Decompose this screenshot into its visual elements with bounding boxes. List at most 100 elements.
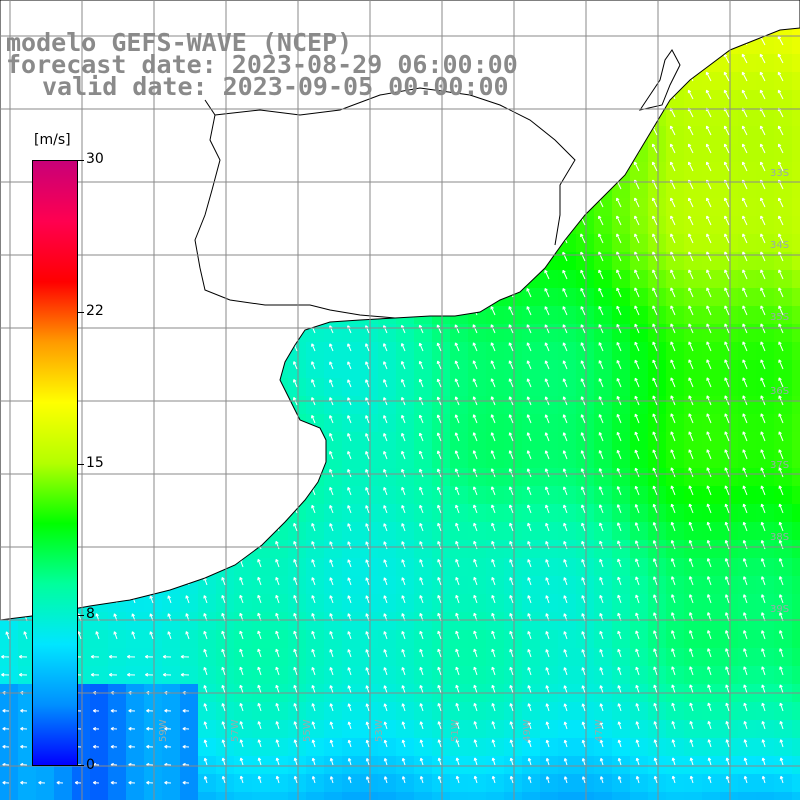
wind-arrow — [778, 503, 784, 514]
wind-arrow — [293, 684, 298, 694]
colorbar-tick-0: 0 — [86, 757, 95, 773]
wind-arrow — [275, 684, 280, 694]
wind-arrow — [491, 558, 496, 568]
wind-arrow — [688, 287, 694, 298]
wind-arrow — [329, 343, 334, 352]
wind-arrow — [509, 703, 514, 712]
wind-arrow — [292, 379, 298, 388]
wind-arrow — [563, 504, 568, 514]
wind-arrow — [90, 672, 100, 677]
wind-cell — [774, 792, 792, 800]
wind-arrow — [162, 654, 172, 659]
wind-cell — [792, 216, 800, 234]
wind-arrow — [669, 125, 676, 136]
wind-arrow — [581, 559, 586, 568]
wind-arrow — [689, 702, 694, 712]
wind-arrow — [760, 540, 766, 550]
wind-arrow — [706, 467, 712, 478]
wind-cell — [648, 792, 666, 800]
wind-arrow — [742, 251, 748, 262]
wind-arrow — [707, 757, 712, 766]
wind-arrow — [670, 215, 676, 226]
wind-arrow — [778, 449, 784, 460]
wind-arrow — [707, 666, 712, 676]
wind-arrow — [455, 648, 460, 658]
wind-cell — [792, 594, 800, 612]
wind-arrow — [400, 379, 406, 388]
wind-arrow — [329, 559, 334, 568]
wind-arrow — [329, 577, 334, 586]
wind-arrow — [581, 739, 586, 748]
wind-cell — [792, 666, 800, 684]
wind-arrow — [347, 595, 352, 604]
wind-arrow — [95, 631, 100, 640]
wind-arrow — [221, 775, 226, 784]
wind-arrow — [545, 721, 550, 730]
wind-arrow — [580, 360, 586, 370]
wind-arrow — [742, 449, 748, 460]
wind-arrow — [383, 649, 388, 658]
wind-arrow — [293, 721, 298, 730]
wind-arrow — [779, 630, 784, 640]
wind-cell — [792, 54, 800, 72]
wind-arrow — [400, 361, 406, 370]
wind-arrow — [724, 485, 730, 496]
wind-arrow — [473, 594, 478, 604]
wind-arrow — [383, 703, 388, 712]
wind-arrow — [634, 287, 640, 298]
wind-arrow — [617, 776, 622, 784]
wind-arrow — [293, 577, 298, 586]
wind-arrow — [437, 594, 442, 604]
wind-arrow — [778, 558, 784, 568]
wind-arrow — [509, 648, 514, 658]
wind-cell — [378, 792, 396, 800]
wind-arrow — [617, 630, 622, 640]
wind-arrow — [347, 739, 352, 748]
wind-arrow — [167, 595, 172, 604]
wind-arrow — [778, 467, 784, 478]
wind-arrow — [221, 630, 226, 640]
wind-arrow — [257, 739, 262, 748]
wind-cell — [792, 144, 800, 162]
wind-arrow — [687, 125, 694, 136]
wind-arrow — [616, 504, 622, 514]
wind-arrow — [616, 305, 622, 316]
wind-arrow — [671, 702, 676, 712]
wind-arrow — [257, 757, 262, 766]
wind-arrow — [580, 342, 586, 352]
wind-arrow — [545, 631, 550, 640]
wind-cell — [90, 792, 108, 800]
wind-arrow — [671, 721, 676, 730]
wind-cell — [216, 792, 234, 800]
wind-arrow — [329, 703, 334, 712]
wind-arrow — [401, 721, 406, 730]
wind-arrow — [311, 595, 316, 604]
wind-arrow — [687, 89, 694, 100]
colorbar-tickmark — [78, 464, 84, 465]
wind-cell — [792, 180, 800, 198]
wind-arrow — [508, 504, 514, 514]
wind-arrow — [347, 577, 352, 586]
wind-arrow — [365, 776, 370, 784]
wind-arrow — [365, 451, 370, 460]
wind-arrow — [149, 595, 154, 604]
wind-arrow — [275, 540, 280, 550]
wind-arrow — [257, 702, 262, 712]
wind-arrow — [760, 521, 766, 532]
wind-arrow — [455, 594, 460, 604]
wind-cell — [396, 792, 414, 800]
wind-arrow — [436, 414, 442, 424]
wind-arrow — [454, 414, 460, 424]
wind-arrow — [473, 739, 478, 748]
wind-arrow — [2, 726, 10, 731]
wind-arrow — [563, 721, 568, 730]
wind-arrow — [617, 685, 622, 694]
wind-arrow — [491, 684, 496, 694]
wind-arrow — [257, 775, 262, 784]
wind-arrow — [777, 71, 784, 82]
wind-arrow — [581, 776, 586, 784]
wind-arrow — [527, 577, 532, 586]
wind-arrow — [761, 630, 766, 640]
wind-arrow — [401, 739, 406, 748]
